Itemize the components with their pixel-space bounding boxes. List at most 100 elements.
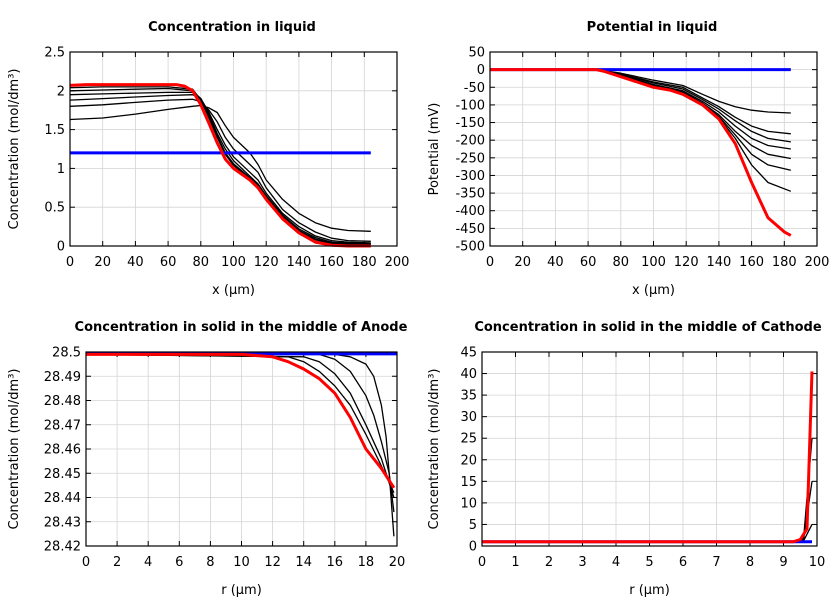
black-series-line — [490, 68, 792, 192]
chart-title: Concentration in solid in the middle of … — [474, 320, 822, 335]
x-tick-label: 0 — [486, 255, 494, 270]
x-tick-label: 20 — [514, 255, 531, 270]
black-series-line — [69, 98, 371, 242]
black-series-line — [482, 481, 813, 543]
black-series-line — [86, 353, 395, 513]
black-series-line — [490, 68, 791, 114]
black-series-line — [69, 104, 371, 232]
y-axis-label: Concentration (mol/dm³) — [7, 69, 22, 230]
x-tick-label: 180 — [772, 255, 797, 270]
red-series-line — [490, 68, 792, 237]
y-axis-label: Concentration (mol/dm³) — [7, 369, 22, 530]
x-tick-label: 2 — [113, 555, 121, 570]
y-tick-label: 15 — [460, 475, 477, 490]
black-series-line — [482, 524, 813, 543]
y-tick-label: 0 — [477, 63, 485, 78]
x-tick-label: 200 — [805, 255, 830, 270]
x-tick-label: 0 — [478, 555, 486, 570]
subplot-3: 0 2 4 6 8 10 12 14 16 18 20 28.42 28.43 28.44 28.45 28.… — [7, 320, 408, 598]
x-tick-label: 4 — [144, 555, 152, 570]
chart-title: Concentration in solid in the middle of … — [75, 320, 408, 335]
x-tick-label: 6 — [679, 555, 687, 570]
x-tick-label: 60 — [160, 255, 177, 270]
x-tick-label: 20 — [94, 255, 111, 270]
x-tick-label: 0 — [82, 555, 90, 570]
y-tick-label: 45 — [460, 346, 477, 361]
black-series-line — [69, 91, 371, 245]
y-tick-label: 28.45 — [44, 467, 81, 482]
x-tick-label: 140 — [286, 255, 311, 270]
x-tick-label: 10 — [233, 555, 250, 570]
red-series-line — [69, 83, 371, 248]
x-tick-label: 100 — [641, 255, 666, 270]
black-series-line — [85, 353, 395, 493]
y-tick-label: 0 — [469, 540, 477, 555]
x-axis-label: x (µm) — [632, 283, 675, 298]
x-tick-label: 2 — [545, 555, 553, 570]
y-tick-label: 1 — [57, 162, 65, 177]
y-tick-label: 2 — [57, 84, 65, 99]
plot-frame — [85, 351, 398, 547]
x-tick-label: 40 — [547, 255, 564, 270]
x-tick-label: 20 — [389, 555, 406, 570]
y-tick-label: 0.5 — [44, 201, 65, 216]
x-tick-label: 8 — [206, 555, 214, 570]
x-tick-label: 9 — [779, 555, 787, 570]
subplot-1: 0 20 40 60 80 100 120 140 160 180 200 0 0.5 1 1.5 2 2.5 C… — [7, 20, 409, 298]
x-tick-label: 1 — [511, 555, 519, 570]
x-tick-label: 80 — [613, 255, 630, 270]
y-tick-label: 30 — [460, 410, 477, 425]
x-tick-label: 5 — [645, 555, 653, 570]
x-tick-label: 7 — [712, 555, 720, 570]
black-series-line — [85, 353, 395, 498]
y-tick-label: -450 — [455, 222, 485, 237]
y-tick-label: -50 — [464, 81, 485, 96]
red-series-line — [482, 371, 814, 544]
x-tick-label: 120 — [674, 255, 699, 270]
y-tick-label: 25 — [460, 432, 477, 447]
x-axis-label: r (µm) — [221, 583, 262, 598]
x-tick-label: 4 — [612, 555, 620, 570]
x-tick-label: 18 — [358, 555, 375, 570]
y-tick-label: 40 — [460, 367, 477, 382]
y-tick-label: 28.48 — [44, 394, 81, 409]
y-tick-label: -100 — [455, 98, 485, 113]
plot-frame — [69, 51, 398, 247]
x-tick-label: 100 — [221, 255, 246, 270]
x-tick-label: 160 — [319, 255, 344, 270]
y-tick-label: 28.43 — [44, 515, 81, 530]
x-tick-label: 16 — [327, 555, 344, 570]
black-series-line — [482, 438, 813, 543]
x-tick-label: 120 — [254, 255, 279, 270]
y-tick-label: 1.5 — [44, 123, 65, 138]
y-axis-label: Potential (mV) — [427, 103, 442, 196]
red-series-line — [86, 352, 396, 489]
x-tick-label: 80 — [193, 255, 210, 270]
y-tick-label: -350 — [455, 187, 485, 202]
x-axis-label: x (µm) — [212, 283, 255, 298]
y-tick-label: -300 — [455, 169, 485, 184]
y-tick-label: 0 — [57, 240, 65, 255]
black-series-line — [69, 87, 371, 245]
plot-frame — [489, 51, 818, 247]
x-tick-label: 40 — [127, 255, 144, 270]
subplot-2: 0 20 40 60 80 100 120 140 160 180 200-500-450-400-… — [427, 20, 829, 298]
x-tick-label: 160 — [739, 255, 764, 270]
subplot-4: 0 1 2 3 4 5 6 7 8 9 10051015202530354045Concentrat… — [427, 320, 825, 598]
y-tick-label: 28.49 — [44, 370, 81, 385]
x-tick-label: 12 — [264, 555, 281, 570]
y-tick-label: 35 — [460, 389, 477, 404]
y-tick-label: 28.5 — [52, 346, 81, 361]
y-tick-label: -150 — [455, 116, 485, 131]
x-axis-label: r (µm) — [629, 583, 670, 598]
y-tick-label: -200 — [455, 134, 485, 149]
chart-title: Concentration in liquid — [148, 20, 316, 35]
x-tick-label: 180 — [352, 255, 377, 270]
x-tick-label: 140 — [706, 255, 731, 270]
y-tick-label: 20 — [460, 453, 477, 468]
y-tick-label: 28.44 — [44, 491, 81, 506]
y-tick-label: 28.46 — [44, 443, 81, 458]
x-tick-label: 8 — [746, 555, 754, 570]
